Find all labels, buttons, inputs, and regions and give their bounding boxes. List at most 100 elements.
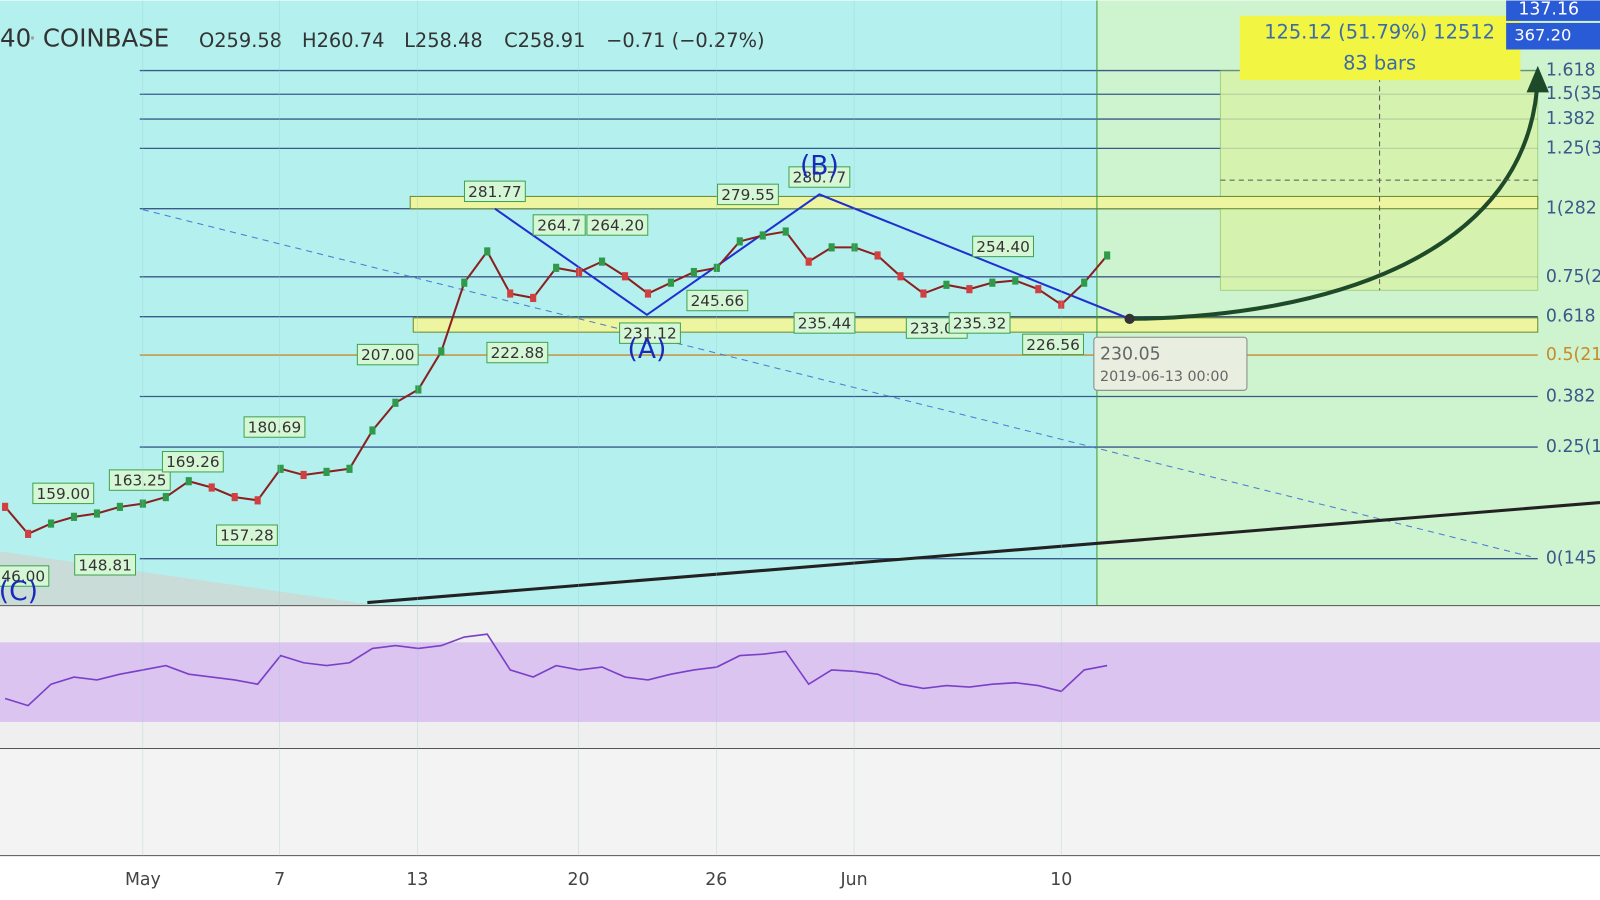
price-label: 207.00 — [361, 346, 415, 364]
candle — [277, 464, 284, 473]
candle — [621, 272, 629, 281]
x-tick-label: 26 — [705, 870, 727, 890]
candle — [231, 493, 238, 502]
candle — [920, 289, 927, 298]
candle — [438, 347, 445, 356]
x-tick-label: 7 — [274, 870, 285, 890]
measure-change: 125.12 (51.79%) 12512 — [1264, 21, 1495, 44]
candle — [644, 289, 652, 298]
symbol: 40 — [0, 23, 31, 52]
fib-label: 0.382 — [1546, 387, 1596, 407]
price-label-box — [243, 416, 306, 438]
chart-bg — [0, 0, 1097, 606]
price-label-box — [619, 322, 681, 344]
candle — [851, 243, 858, 252]
candle — [530, 293, 537, 303]
candle — [25, 529, 32, 538]
candle — [484, 247, 491, 256]
rsi-band — [0, 642, 1600, 722]
price-label-box — [486, 341, 549, 364]
candle — [415, 385, 422, 394]
candle — [208, 483, 215, 492]
candle — [346, 464, 353, 473]
price-label: 146.00 — [0, 568, 45, 586]
marker-box — [1093, 336, 1248, 391]
price-label: 235.32 — [953, 314, 1007, 332]
candle — [667, 278, 674, 287]
fib-label: 0.618 — [1546, 307, 1596, 327]
trend-line — [367, 501, 1600, 605]
price-label: 226.56 — [1026, 336, 1080, 354]
macd-pane — [0, 748, 1600, 856]
ohlc-high: H260.74 — [302, 29, 384, 52]
marker-date: 2019-06-13 00:00 — [1100, 369, 1229, 385]
price-label-box — [686, 289, 749, 312]
price-label-box — [586, 214, 649, 236]
candle — [759, 231, 766, 240]
price-label: 281.77 — [468, 183, 522, 201]
candle — [185, 477, 192, 486]
candle — [507, 289, 514, 298]
x-tick-label: 20 — [568, 870, 590, 890]
price-label-box — [216, 524, 278, 546]
price-label: 264.20 — [591, 217, 645, 235]
price-label: 245.66 — [691, 292, 745, 310]
price-label: 264.7 — [537, 217, 581, 235]
projection-arrow — [1129, 76, 1540, 321]
measure-label-bg — [1239, 15, 1521, 81]
price-label: 279.55 — [721, 186, 775, 204]
fib-label: 1.382 — [1546, 109, 1596, 129]
price-label-box — [948, 312, 1011, 334]
candle — [300, 470, 307, 480]
fib-label: 0.5(21 — [1546, 345, 1600, 365]
price-label: 235.44 — [798, 314, 852, 332]
candle — [690, 267, 697, 277]
wave-label: (C) — [0, 576, 38, 607]
header-bg — [0, 18, 776, 60]
fib-label: 0(145 — [1546, 549, 1597, 569]
price-label-box — [74, 554, 137, 576]
price-label: 280.77 — [793, 169, 847, 187]
rsi-line — [4, 633, 1108, 707]
fib-label: 1.5(35 — [1546, 84, 1600, 104]
axis-tag-text: 137.16 — [1518, 0, 1579, 20]
wave-label: (B) — [800, 150, 839, 181]
candle — [70, 512, 78, 521]
candle — [576, 267, 583, 277]
price-label-box — [108, 469, 171, 491]
x-tick-label: 10 — [1050, 870, 1072, 890]
price-label-box — [972, 235, 1034, 258]
ohlc-open: O259.58 — [199, 29, 282, 52]
marker-price: 230.05 — [1100, 345, 1161, 365]
candle — [1035, 285, 1042, 294]
price-label-box — [0, 565, 50, 587]
price-label: 169.26 — [166, 453, 220, 471]
fib-label: 1.618 — [1546, 61, 1596, 81]
candle — [369, 426, 376, 435]
marker-dot — [1124, 313, 1135, 324]
separator: · — [29, 23, 37, 52]
price-label: 231.12 — [623, 325, 677, 343]
candle — [966, 285, 973, 294]
wave-label: (A) — [628, 334, 667, 365]
fib-label: 0.75(2 — [1546, 267, 1600, 287]
price-label: 180.69 — [248, 419, 302, 437]
candle — [782, 227, 789, 236]
axis-tag — [1506, 0, 1600, 21]
fib-label: 1(282 — [1546, 199, 1597, 219]
candle — [1104, 251, 1111, 260]
fib-label: 1.25(3 — [1546, 138, 1600, 158]
trend-dashed — [142, 209, 1531, 558]
x-tick-label: Jun — [840, 870, 868, 890]
arrow-head — [1526, 65, 1549, 93]
axis-tag-text: 367.20 — [1514, 26, 1571, 45]
candle — [93, 509, 100, 518]
candle — [47, 519, 55, 528]
measure-bars: 83 bars — [1343, 51, 1416, 74]
candle — [713, 263, 720, 272]
fib-label: 0.25(1 — [1546, 437, 1600, 457]
price-label-box — [463, 180, 526, 203]
candle — [2, 502, 9, 511]
candle — [116, 502, 123, 511]
